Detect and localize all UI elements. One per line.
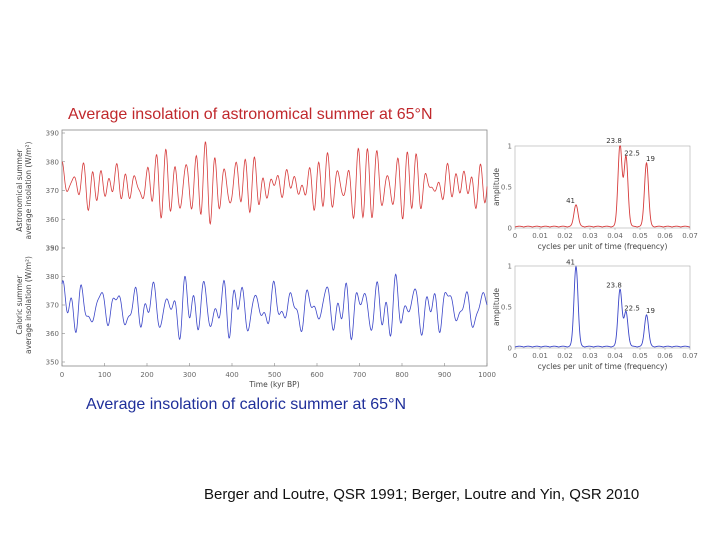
astronomical-ytick-label: 370 <box>46 187 59 195</box>
time-xtick-label: 600 <box>310 371 323 379</box>
caloric-spectrum-ytick-label: 0 <box>508 345 512 353</box>
caloric-spectrum-peak-label: 41 <box>566 259 575 267</box>
caloric-summer-title: Average insolation of caloric summer at … <box>86 396 407 413</box>
astronomical-spectrum-ytick-label: 0.5 <box>501 184 512 192</box>
caloric-spectrum-xtick-label: 0.03 <box>582 352 598 360</box>
astronomical-spectrum-peak-label: 22.5 <box>624 149 640 157</box>
astronomical-ytick-label: 390 <box>46 130 59 138</box>
astronomical-spectrum-xtick-label: 0.03 <box>582 232 598 240</box>
caloric-spectrum-peak-label: 22.5 <box>624 305 640 313</box>
citation: Berger and Loutre, QSR 1991; Berger, Lou… <box>204 486 640 503</box>
astronomical-spectrum-xtick-label: 0.04 <box>607 232 623 240</box>
astronomical-spectrum-ytick-label: 0 <box>508 225 512 233</box>
time-xtick-label: 100 <box>98 371 111 379</box>
astronomical-ytick-label: 350 <box>46 245 59 253</box>
caloric-ylabel-line2: average insolation (W/m²) <box>24 256 33 354</box>
caloric-spectrum-xtick-label: 0.05 <box>632 352 648 360</box>
caloric-spectrum-xtick-label: 0.04 <box>607 352 623 360</box>
caloric-ylabel-line1: Caloric summer <box>15 275 24 335</box>
caloric-ytick-label: 390 <box>46 245 59 253</box>
time-xtick-label: 500 <box>268 371 281 379</box>
astronomical-spectrum-xtick-label: 0.05 <box>632 232 648 240</box>
time-xtick-label: 0 <box>60 371 64 379</box>
caloric-spectrum-ytick-label: 0.5 <box>501 304 512 312</box>
caloric-spectrum-ylabel: amplitude <box>492 288 501 326</box>
astronomical-spectrum-peak-label: 23.8 <box>606 137 622 145</box>
astronomical-insolation-line <box>61 141 488 225</box>
caloric-ytick-label: 360 <box>46 330 59 338</box>
time-xlabel: Time (kyr BP) <box>248 380 299 389</box>
astronomical-spectrum-ytick-label: 1 <box>508 143 512 151</box>
astronomical-ylabel-line2: average insolation (W/m²) <box>24 141 33 239</box>
astronomical-summer-title: Average insolation of astronomical summe… <box>68 106 433 123</box>
time-xtick-label: 400 <box>225 371 238 379</box>
astronomical-spectrum-peak-label: 41 <box>566 197 575 205</box>
time-xtick-label: 900 <box>438 371 451 379</box>
astronomical-spectrum-xlabel: cycles per unit of time (frequency) <box>538 242 668 251</box>
caloric-spectrum-xtick-label: 0.01 <box>532 352 548 360</box>
time-xtick-label: 800 <box>395 371 408 379</box>
caloric-spectrum-ytick-label: 1 <box>508 263 512 271</box>
astronomical-spectrum-frame <box>514 145 691 229</box>
astronomical-spectrum-peak-label: 19 <box>646 155 655 163</box>
time-xtick-label: 700 <box>353 371 366 379</box>
astronomical-ytick-label: 360 <box>46 216 59 224</box>
caloric-spectrum-xtick-label: 0.02 <box>557 352 573 360</box>
time-xtick-label: 200 <box>140 371 153 379</box>
astronomical-spectrum-ylabel: amplitude <box>492 168 501 206</box>
astronomical-spectrum-xtick-label: 0.06 <box>657 232 673 240</box>
caloric-spectrum-xlabel: cycles per unit of time (frequency) <box>538 362 668 371</box>
caloric-ytick-label: 350 <box>46 359 59 367</box>
caloric-spectrum-xtick-label: 0.06 <box>657 352 673 360</box>
caloric-spectrum-peak-label: 23.8 <box>606 282 622 290</box>
astronomical-spectrum-xtick-label: 0.01 <box>532 232 548 240</box>
astronomical-spectrum-xtick-label: 0.07 <box>682 232 698 240</box>
time-xtick-label: 300 <box>183 371 196 379</box>
caloric-ytick-label: 370 <box>46 302 59 310</box>
caloric-spectrum-peak-label: 19 <box>646 307 655 315</box>
caloric-spectrum-line <box>514 265 691 348</box>
caloric-ytick-label: 380 <box>46 273 59 281</box>
astronomical-spectrum-line <box>514 145 691 228</box>
time-xtick-label: 1000 <box>478 371 496 379</box>
caloric-insolation-line <box>61 273 488 341</box>
astronomical-spectrum-xtick-label: 0 <box>513 232 517 240</box>
astronomical-ylabel-line1: Astronomical summer <box>15 148 24 231</box>
caloric-spectrum-xtick-label: 0.07 <box>682 352 698 360</box>
caloric-spectrum-frame <box>514 265 691 349</box>
astronomical-ytick-label: 380 <box>46 158 59 166</box>
caloric-spectrum-xtick-label: 0 <box>513 352 517 360</box>
astronomical-spectrum-xtick-label: 0.02 <box>557 232 573 240</box>
